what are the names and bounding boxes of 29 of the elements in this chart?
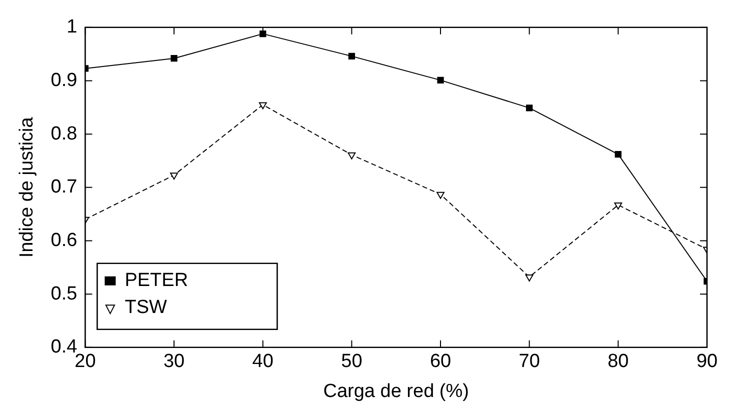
y-tick-label: 0.7	[50, 176, 78, 198]
point	[170, 172, 178, 180]
point	[526, 104, 533, 112]
x-axis-title: Carga de red (%)	[323, 380, 469, 402]
point	[437, 76, 444, 84]
legend-label: PETER	[124, 270, 188, 292]
point	[348, 152, 356, 160]
x-tick-label: 60	[430, 351, 452, 372]
point	[436, 192, 444, 199]
y-tick-label: 0.5	[50, 283, 78, 304]
x-tick-label: 80	[608, 351, 629, 372]
x-tick-label: 90	[696, 351, 718, 372]
point	[614, 151, 622, 158]
x-tick-label: 70	[518, 351, 540, 372]
point	[258, 102, 267, 110]
x-tick-label: 40	[252, 351, 274, 372]
y-tick-label: 1	[66, 16, 78, 38]
point	[614, 202, 622, 210]
x-tick-label: 30	[163, 351, 185, 372]
point	[525, 274, 534, 282]
x-tick-label: 20	[74, 351, 96, 372]
y-tick-label: 0.6	[50, 230, 78, 251]
point	[170, 55, 178, 62]
y-tick-label: 0.8	[50, 123, 78, 144]
x-tick-label: 50	[341, 351, 362, 372]
y-tick-label: 0.9	[50, 70, 78, 91]
y-axis-title: Indice de justicia	[16, 116, 38, 258]
legend-label: TSW	[124, 297, 167, 318]
point	[348, 52, 356, 60]
